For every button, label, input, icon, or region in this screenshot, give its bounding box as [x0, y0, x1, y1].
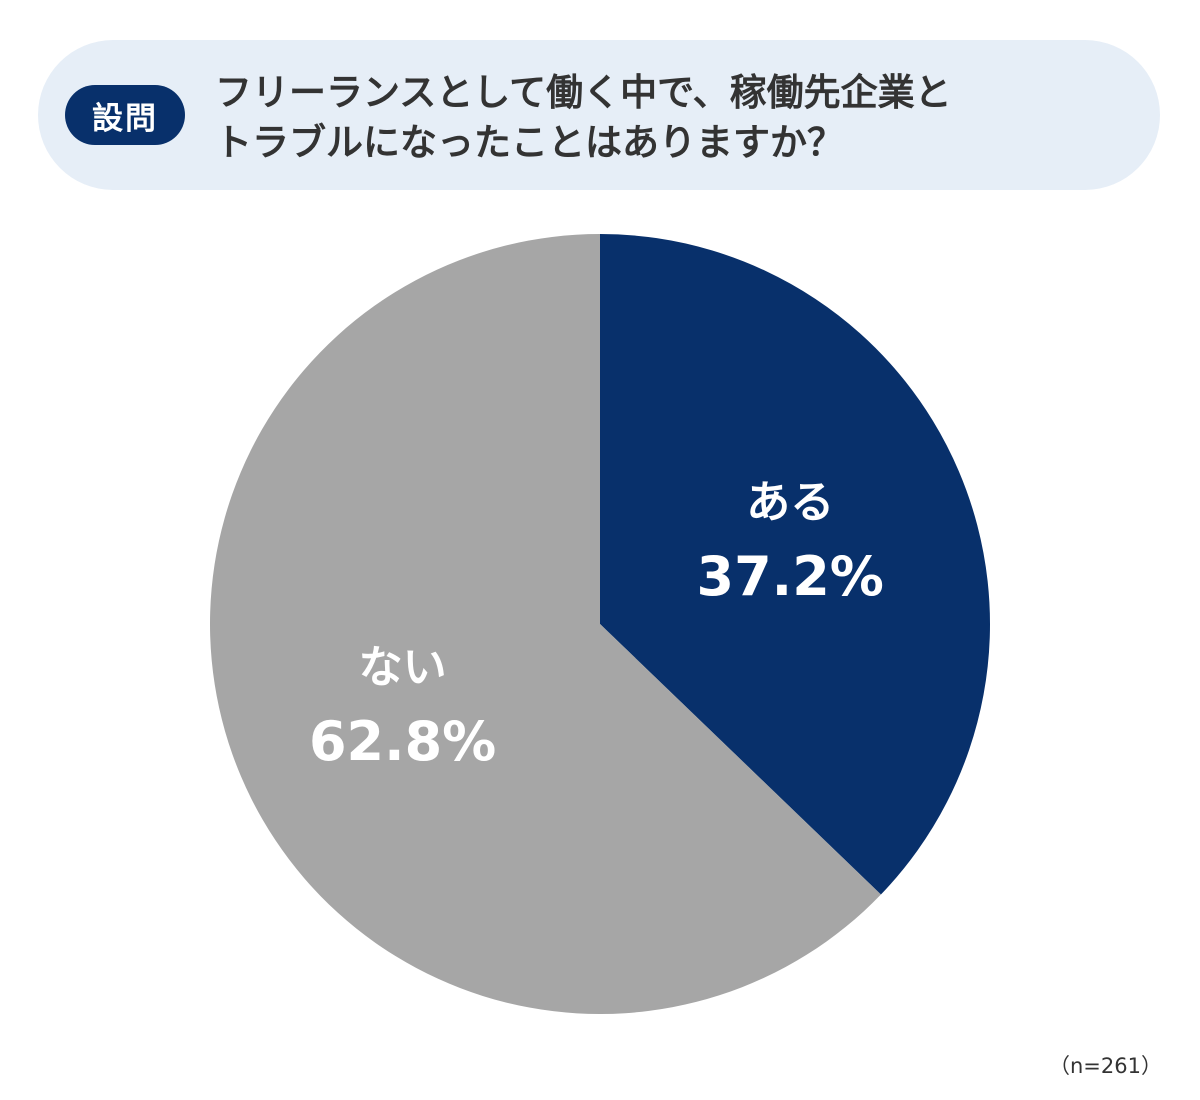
pie-slice-0 [600, 234, 991, 895]
slice-value-1: 62.8% [309, 710, 496, 773]
question-banner [38, 40, 1160, 190]
sample-size-label: （n=261） [1049, 1054, 1162, 1078]
question-text: フリーランスとして働く中で、稼働先企業と トラブルになったことはありますか？ [215, 68, 1115, 168]
slice-label-0: ある [746, 477, 834, 528]
question-line-2: トラブルになったことはありますか？ [215, 121, 844, 164]
slice-label-1: ない [359, 642, 447, 693]
pie-slice-1 [209, 234, 881, 1015]
slice-value-0: 37.2% [697, 545, 884, 608]
question-line-1: フリーランスとして働く中で、稼働先企業と [215, 71, 952, 114]
question-badge: 設問 [65, 85, 185, 145]
